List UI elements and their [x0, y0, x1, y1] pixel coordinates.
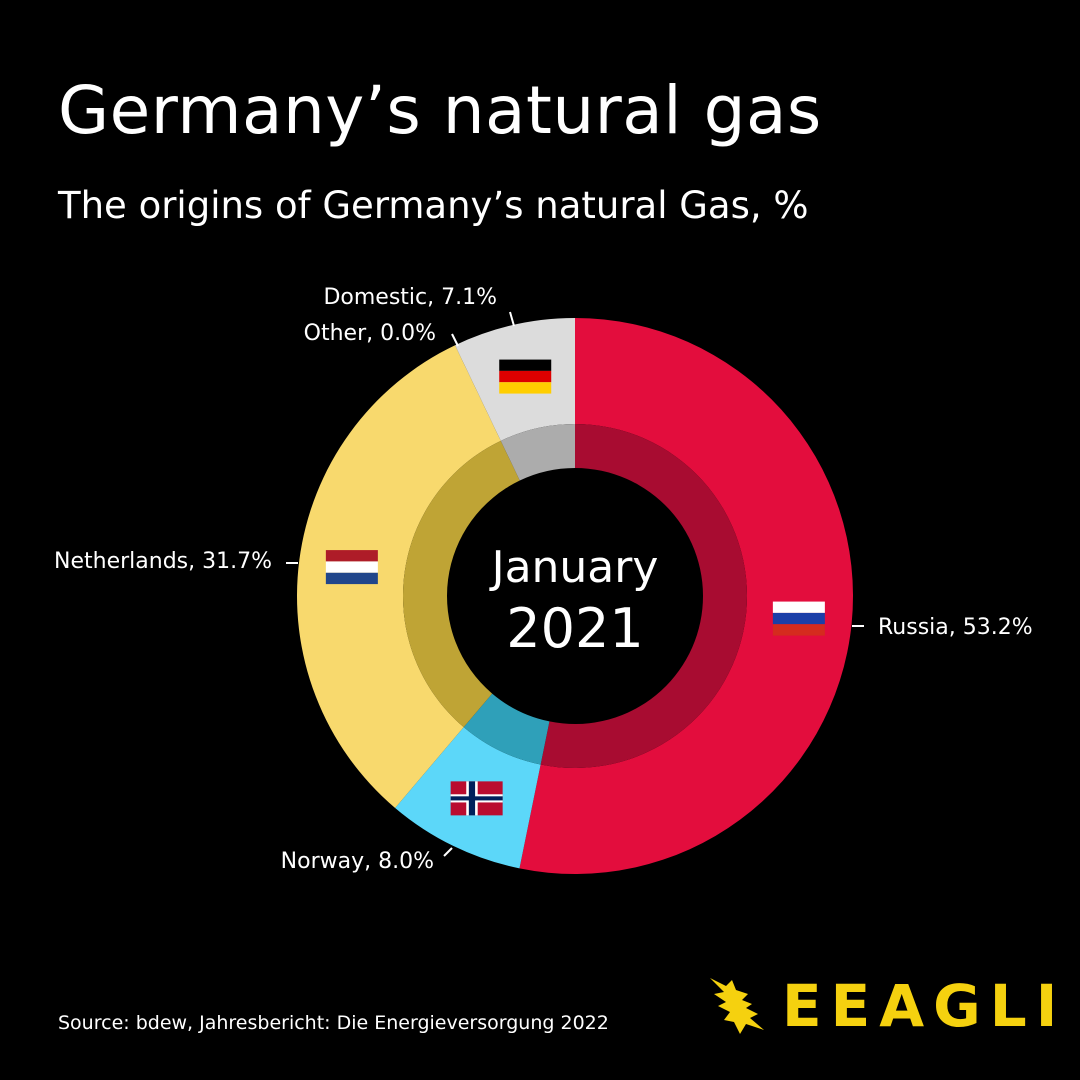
center-label-month: January [489, 542, 659, 593]
source-note: Source: bdew, Jahresbericht: Die Energie… [58, 1012, 609, 1034]
labels-group: Russia, 53.2% Norway, 8.0% Netherlands, 31… [54, 285, 1033, 874]
slice-outer-russia [519, 318, 853, 874]
slice-inner-domestic [500, 424, 575, 481]
slices-group [296, 318, 853, 874]
leader-line-norway [443, 847, 453, 857]
leader-line-domestic [509, 311, 515, 327]
slice-label-netherlands: Netherlands, 31.7% [54, 549, 272, 574]
slice-inner-netherlands [402, 440, 520, 728]
logo-text: EEAGLI [782, 972, 1067, 1040]
slice-label-russia: Russia, 53.2% [878, 615, 1033, 640]
center-label-year: 2021 [506, 597, 643, 660]
norway-flag-icon [450, 781, 503, 816]
slice-inner-russia [540, 424, 747, 768]
leader-line-other [451, 333, 459, 347]
germany-flag-icon [499, 359, 552, 394]
slice-inner-norway [463, 693, 550, 765]
russia-flag-icon [772, 601, 825, 636]
slice-label-other: Other, 0.0% [304, 321, 436, 346]
eagle-icon [710, 978, 764, 1034]
netherlands-flag-icon [325, 550, 378, 585]
chart-subtitle: The origins of Germany’s natural Gas, % [58, 184, 809, 227]
slice-outer-netherlands [296, 345, 501, 808]
slice-label-domestic: Domestic, 7.1% [323, 285, 497, 310]
slice-label-norway: Norway, 8.0% [281, 849, 434, 874]
chart-title: Germany’s natural gas [58, 72, 822, 149]
brand-logo: EEAGLI [706, 972, 1066, 1040]
flags-group [325, 359, 825, 816]
